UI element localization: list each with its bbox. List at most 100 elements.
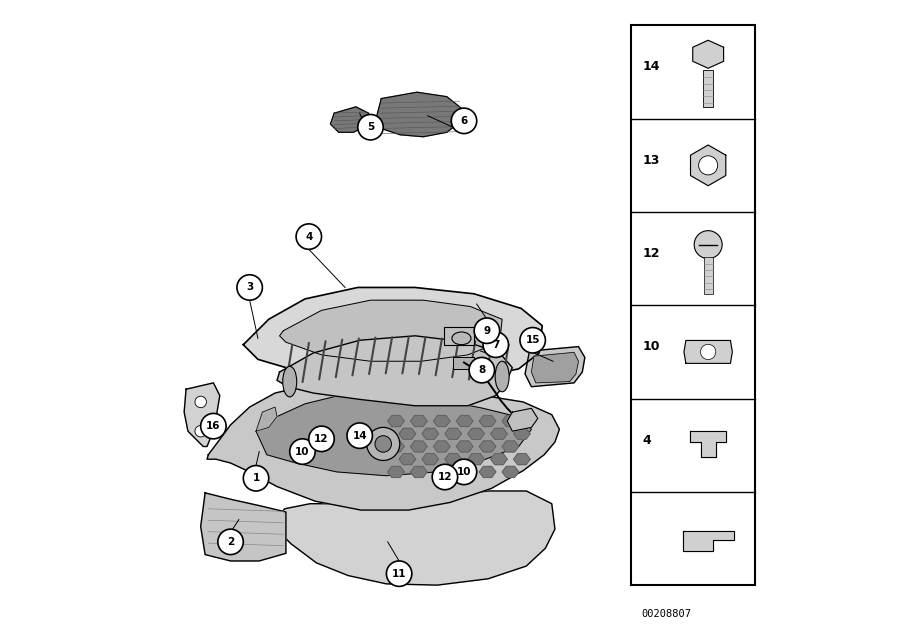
Polygon shape	[456, 466, 472, 478]
Bar	[704, 257, 713, 294]
Polygon shape	[399, 453, 416, 465]
Polygon shape	[445, 428, 462, 439]
Text: 12: 12	[643, 247, 661, 260]
Text: 7: 7	[492, 340, 500, 350]
Text: 8: 8	[478, 365, 485, 375]
Circle shape	[698, 156, 717, 175]
Polygon shape	[243, 287, 542, 383]
Circle shape	[483, 332, 508, 357]
Polygon shape	[388, 415, 404, 427]
Circle shape	[309, 426, 334, 452]
Text: 12: 12	[314, 434, 328, 444]
Text: 3: 3	[246, 282, 253, 293]
Circle shape	[347, 423, 373, 448]
Text: 4: 4	[643, 434, 652, 446]
Polygon shape	[377, 92, 463, 137]
Text: 10: 10	[456, 467, 472, 477]
Circle shape	[432, 464, 457, 490]
Polygon shape	[531, 352, 579, 383]
Ellipse shape	[283, 366, 297, 397]
Polygon shape	[525, 347, 585, 387]
Polygon shape	[330, 107, 369, 132]
Bar	[444, 327, 474, 345]
Bar	[631, 25, 755, 585]
Circle shape	[296, 224, 321, 249]
Circle shape	[195, 425, 206, 437]
Text: 5: 5	[367, 122, 374, 132]
Polygon shape	[201, 493, 286, 561]
Polygon shape	[480, 415, 496, 427]
Polygon shape	[434, 466, 450, 478]
Polygon shape	[256, 393, 531, 476]
Polygon shape	[277, 336, 512, 406]
Polygon shape	[502, 415, 518, 427]
Polygon shape	[410, 441, 428, 452]
Polygon shape	[502, 441, 518, 452]
Polygon shape	[399, 428, 416, 439]
Bar	[703, 70, 713, 107]
Polygon shape	[434, 441, 450, 452]
Polygon shape	[410, 415, 428, 427]
Bar	[454, 357, 473, 369]
Circle shape	[375, 436, 392, 452]
Text: 10: 10	[295, 446, 310, 457]
Circle shape	[694, 231, 722, 259]
Polygon shape	[693, 40, 724, 68]
Polygon shape	[502, 466, 518, 478]
Ellipse shape	[452, 332, 471, 345]
Polygon shape	[388, 466, 404, 478]
Polygon shape	[491, 453, 508, 465]
Text: 14: 14	[353, 431, 367, 441]
Text: 00208807: 00208807	[641, 609, 691, 619]
Polygon shape	[410, 466, 428, 478]
Text: 4: 4	[305, 232, 312, 242]
Circle shape	[218, 529, 243, 555]
Text: 14: 14	[643, 60, 661, 74]
Text: 2: 2	[227, 537, 234, 547]
Circle shape	[290, 439, 315, 464]
Polygon shape	[280, 300, 502, 361]
Text: 10: 10	[643, 340, 661, 354]
Polygon shape	[684, 340, 733, 363]
Circle shape	[474, 318, 500, 343]
Polygon shape	[422, 428, 438, 439]
Circle shape	[243, 466, 269, 491]
Text: 11: 11	[392, 569, 407, 579]
Polygon shape	[514, 453, 530, 465]
Polygon shape	[456, 441, 472, 452]
Polygon shape	[256, 407, 277, 431]
Text: 16: 16	[206, 421, 220, 431]
Circle shape	[451, 459, 477, 485]
Circle shape	[195, 396, 206, 408]
Circle shape	[386, 561, 412, 586]
Text: 9: 9	[483, 326, 490, 336]
Polygon shape	[422, 453, 438, 465]
Text: 1: 1	[252, 473, 259, 483]
Polygon shape	[514, 428, 530, 439]
Text: 13: 13	[643, 154, 660, 167]
Polygon shape	[683, 531, 734, 551]
Polygon shape	[456, 415, 472, 427]
Polygon shape	[690, 431, 726, 457]
Circle shape	[700, 344, 716, 359]
Polygon shape	[388, 441, 404, 452]
Circle shape	[366, 427, 400, 460]
Polygon shape	[468, 453, 484, 465]
Ellipse shape	[495, 361, 509, 392]
Polygon shape	[272, 491, 555, 585]
Circle shape	[237, 275, 263, 300]
Polygon shape	[491, 428, 508, 439]
Polygon shape	[184, 383, 220, 446]
Polygon shape	[445, 453, 462, 465]
Circle shape	[520, 328, 545, 353]
Polygon shape	[480, 441, 496, 452]
Polygon shape	[480, 466, 496, 478]
Circle shape	[358, 114, 383, 140]
Polygon shape	[434, 415, 450, 427]
Polygon shape	[468, 428, 484, 439]
Circle shape	[201, 413, 226, 439]
Text: 6: 6	[461, 116, 468, 126]
Circle shape	[451, 108, 477, 134]
Text: 15: 15	[526, 335, 540, 345]
Polygon shape	[690, 145, 725, 186]
